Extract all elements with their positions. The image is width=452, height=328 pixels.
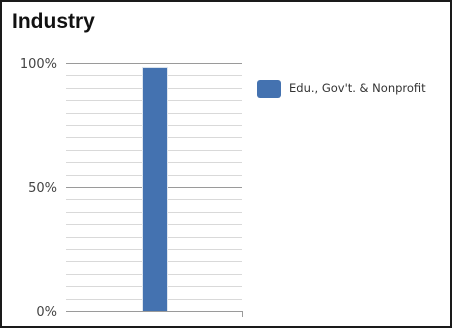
bar (143, 67, 167, 312)
bar-chart: 0% 50% 100% (20, 57, 243, 320)
legend-label[interactable]: Edu., Gov't. & Nonprofit (289, 81, 426, 95)
panel-title: Industry (12, 10, 95, 33)
legend-swatch[interactable] (257, 80, 281, 98)
y-tick-label: 0% (36, 305, 57, 320)
y-tick-label: 100% (20, 57, 57, 72)
y-tick-label: 50% (28, 181, 57, 196)
